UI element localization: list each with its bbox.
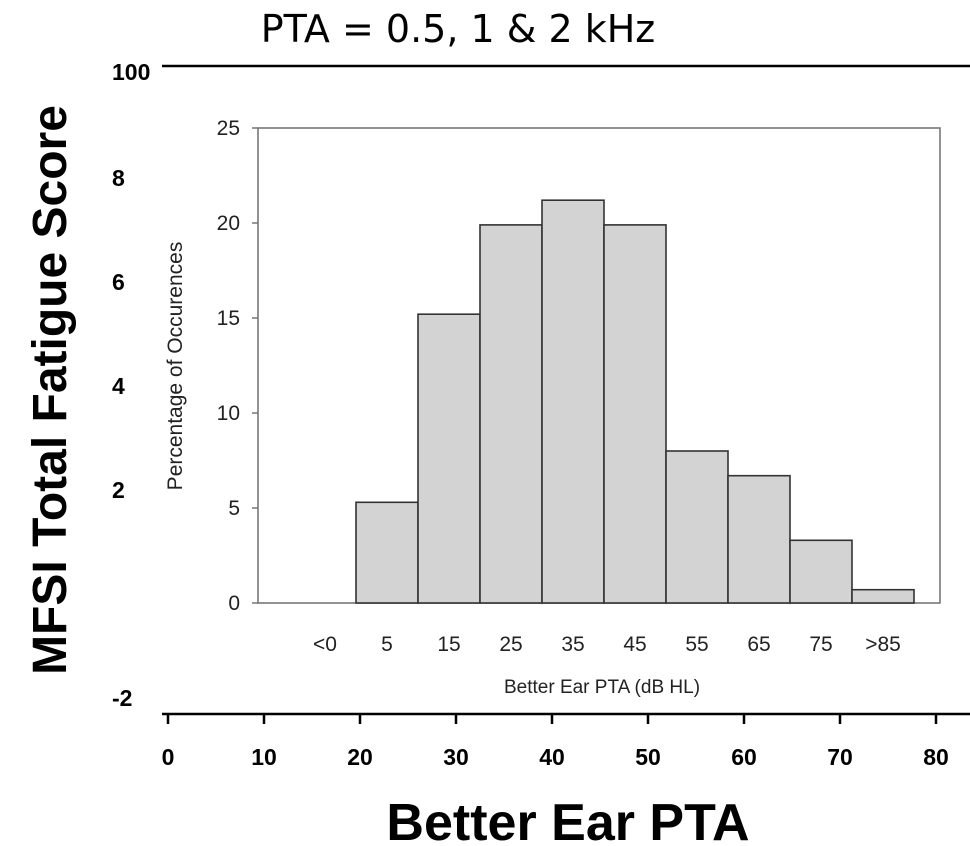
outer-y-tick-label: 4 <box>112 373 125 399</box>
inner-y-tick-label: 25 <box>217 117 240 140</box>
inner-y-tick-label: 5 <box>228 497 240 520</box>
inner-x-tick-label: 5 <box>381 633 393 656</box>
inner-x-ticks: <0 5 15 25 35 45 55 65 75 >85 <box>313 633 901 656</box>
outer-x-ticks: 0 10 20 30 40 50 60 70 80 <box>162 714 949 770</box>
outer-y-tick-label: 8 <box>112 165 125 191</box>
chart-title: PTA = 0.5, 1 & 2 kHz <box>261 7 656 51</box>
histogram-bar <box>355 501 419 604</box>
inner-x-axis-label: Better Ear PTA (dB HL) <box>504 677 700 698</box>
inner-y-axis-label: Percentage of Occurences <box>164 242 187 491</box>
inner-y-tick-label: 15 <box>217 307 240 330</box>
outer-x-axis-label: Better Ear PTA <box>386 794 749 846</box>
inner-x-tick-label: 65 <box>747 633 770 656</box>
inner-y-tick-label: 10 <box>217 402 240 425</box>
outer-y-tick-label: -2 <box>112 685 132 711</box>
outer-x-tick-label: 10 <box>251 744 277 770</box>
outer-x-tick-label: 40 <box>539 744 565 770</box>
histogram-bar <box>851 588 915 604</box>
outer-x-tick-label: 0 <box>162 744 175 770</box>
outer-x-tick-label: 80 <box>923 744 949 770</box>
inner-x-tick-label: 25 <box>499 633 522 656</box>
histogram-bar <box>479 224 543 604</box>
outer-y-tick-label: 6 <box>112 269 125 295</box>
outer-x-tick-label: 70 <box>827 744 853 770</box>
inner-x-tick-label: 15 <box>437 633 460 656</box>
outer-y-tick-label: 2 <box>112 477 125 503</box>
histogram-bar <box>665 450 729 604</box>
inner-y-tick-label: 20 <box>217 212 240 235</box>
inner-x-tick-label: 75 <box>809 633 832 656</box>
outer-y-ticks: 100 8 6 4 2 -2 <box>112 59 150 711</box>
inner-y-ticks: 0 5 10 15 20 25 <box>217 117 258 615</box>
inner-y-tick-label: 0 <box>228 592 240 615</box>
inner-x-tick-label: 35 <box>561 633 584 656</box>
histogram-bar <box>603 224 667 604</box>
outer-x-tick-label: 20 <box>347 744 373 770</box>
inner-x-tick-label: >85 <box>865 633 901 656</box>
inner-x-tick-label: <0 <box>313 633 337 656</box>
outer-x-tick-label: 30 <box>443 744 469 770</box>
histogram-bar <box>727 474 791 604</box>
outer-x-tick-label: 60 <box>731 744 757 770</box>
inner-x-tick-label: 55 <box>685 633 708 656</box>
histogram-bar <box>541 199 605 604</box>
histogram-bar <box>417 313 481 604</box>
histogram-bar <box>789 539 853 604</box>
inner-x-tick-label: 45 <box>623 633 646 656</box>
outer-y-tick-label: 100 <box>112 59 150 85</box>
outer-y-axis-label: MFSI Total Fatigue Score <box>24 105 77 675</box>
outer-x-tick-label: 50 <box>635 744 661 770</box>
inner-bars <box>355 199 915 604</box>
